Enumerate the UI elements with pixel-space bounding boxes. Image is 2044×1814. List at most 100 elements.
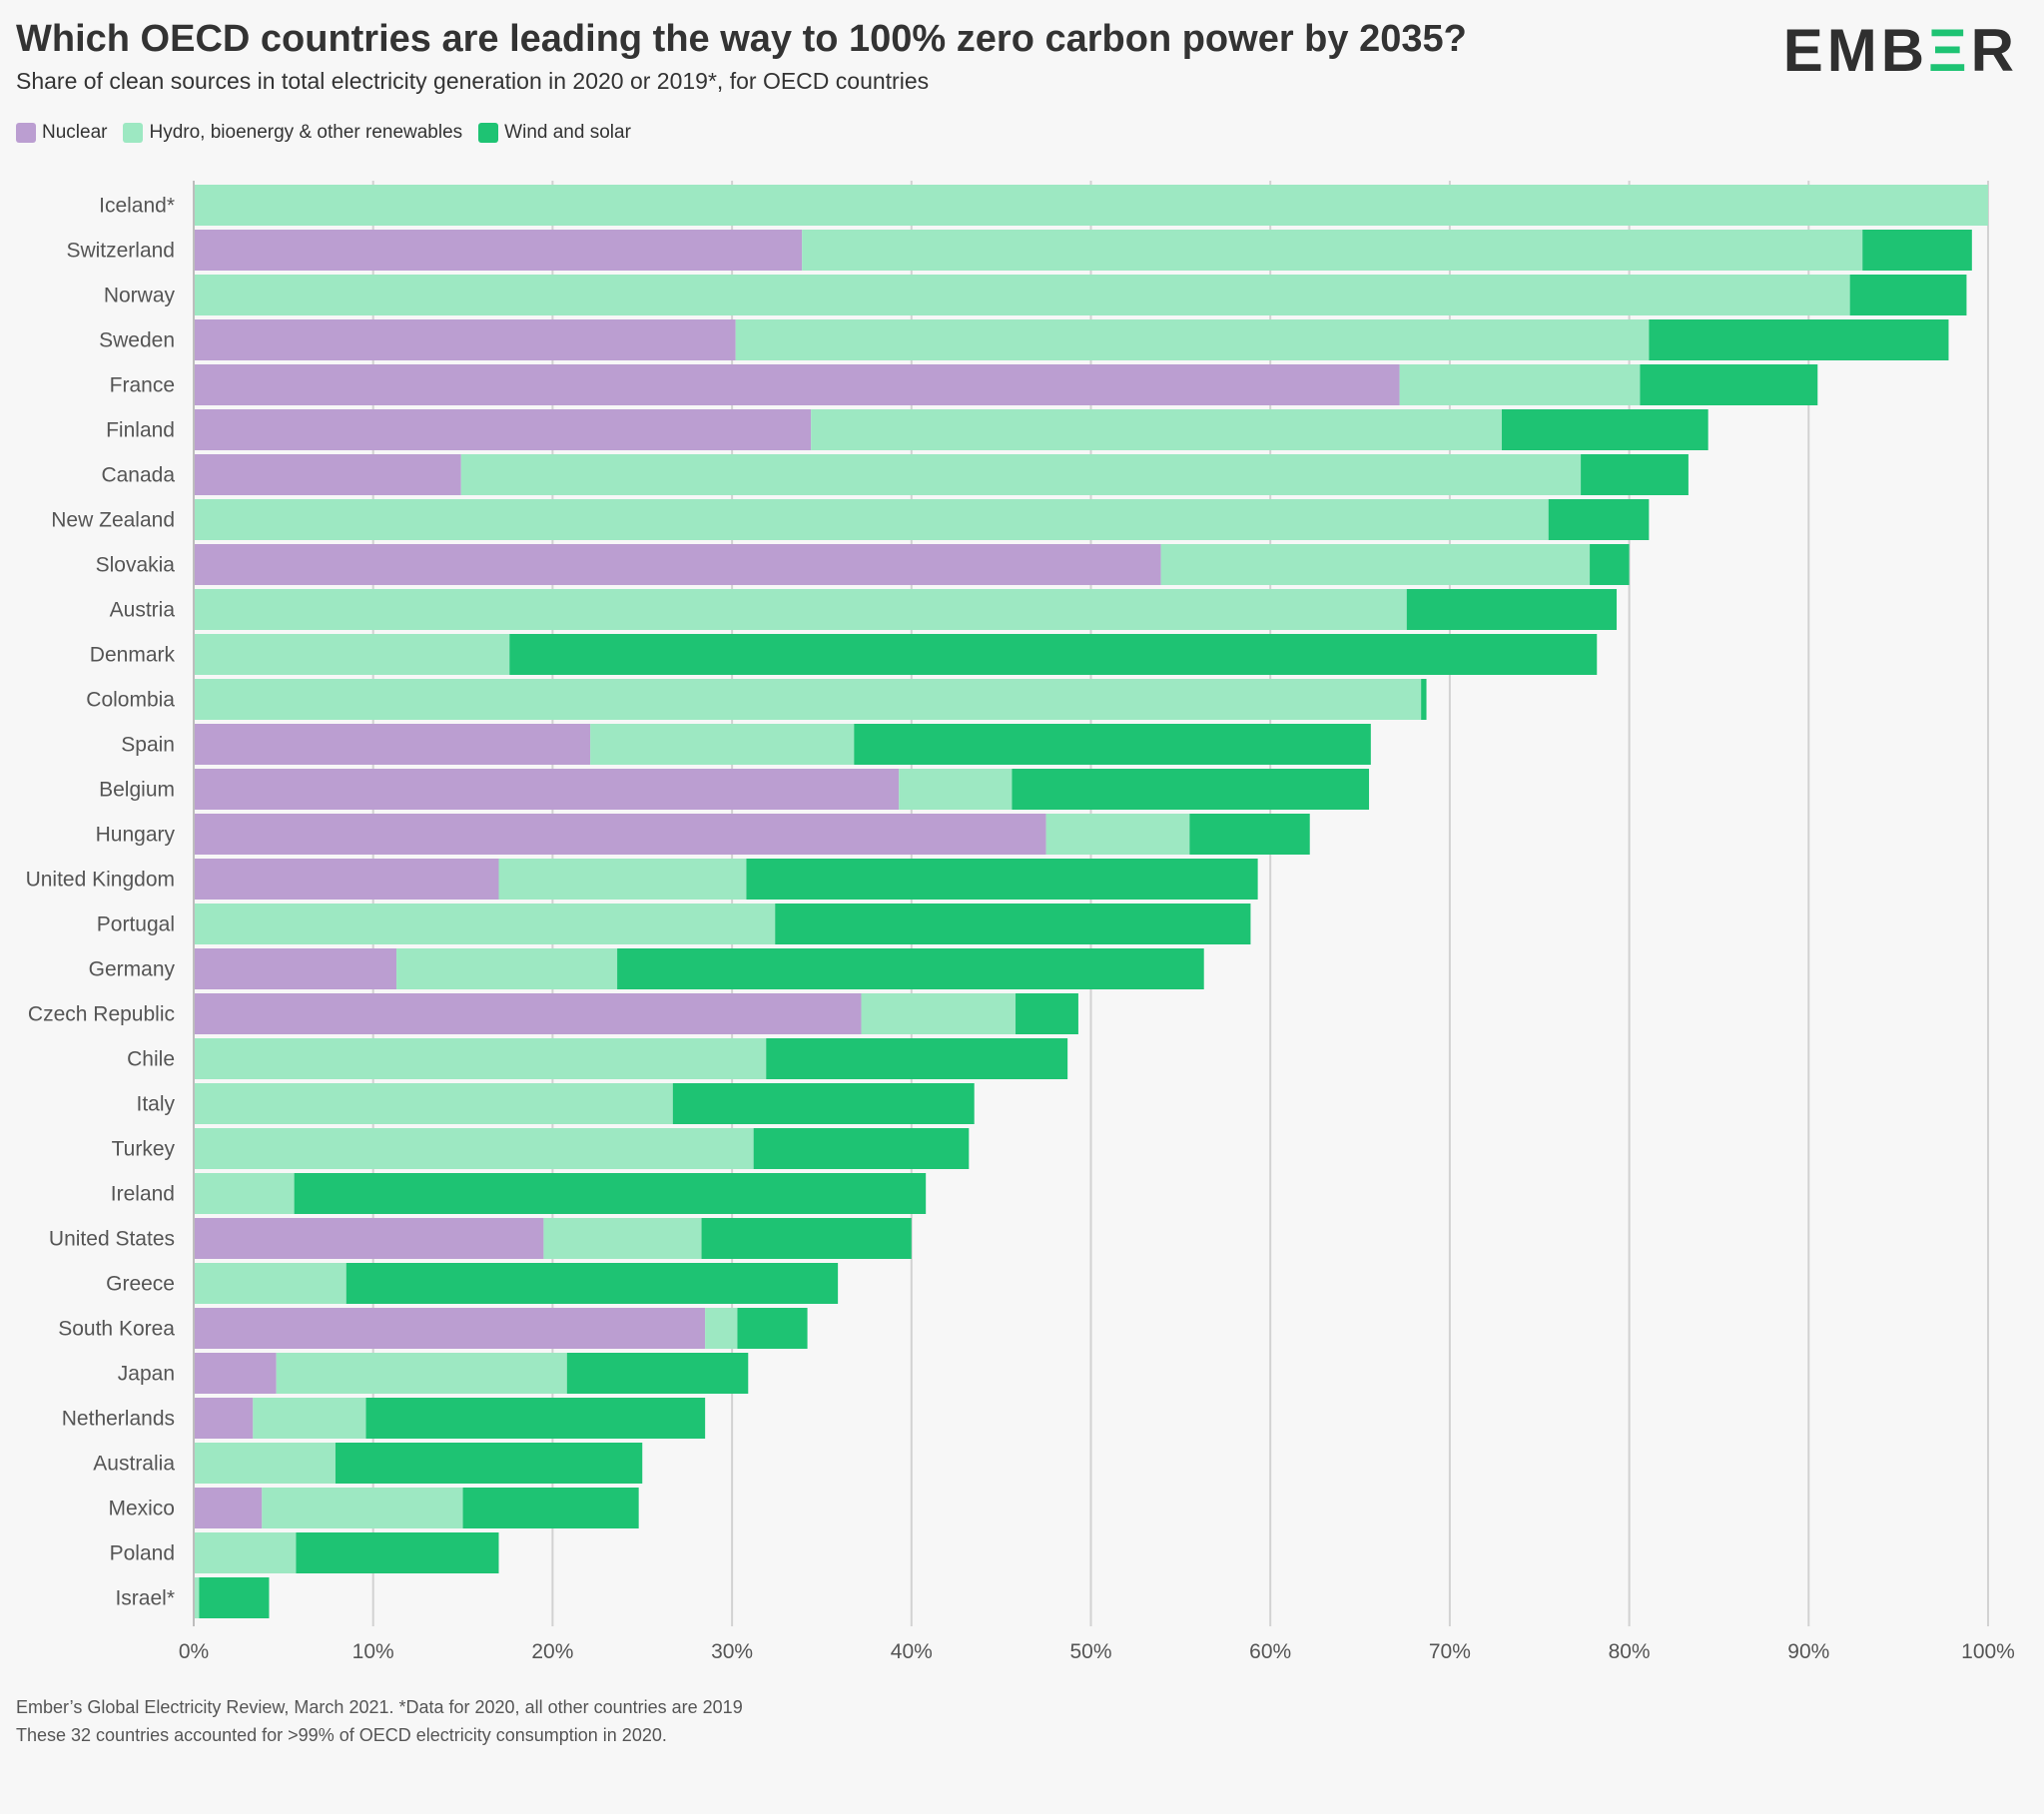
bar-segment <box>701 1218 912 1259</box>
ember-logo: EMBΞR <box>1783 16 2018 85</box>
category-label: Switzerland <box>66 240 175 263</box>
bar-segment <box>194 544 1161 585</box>
legend-label-nuclear: Nuclear <box>42 122 108 143</box>
bar-segment <box>617 948 1204 989</box>
bar-segment <box>194 1532 297 1573</box>
bar-segment <box>335 1443 643 1484</box>
bar-segment <box>735 319 1650 360</box>
category-label: Italy <box>136 1093 175 1116</box>
bar-segment <box>1862 230 1972 271</box>
chart-title: Which OECD countries are leading the way… <box>16 18 1467 60</box>
bar-segment <box>276 1353 567 1394</box>
category-label: Netherlands <box>62 1408 175 1431</box>
x-tick-label: 10% <box>352 1640 394 1663</box>
bar-segment <box>1502 409 1708 450</box>
legend-label-hydro: Hydro, bioenergy & other renewables <box>149 122 463 143</box>
category-label: Sweden <box>99 329 175 352</box>
category-label: New Zealand <box>51 509 175 532</box>
logo-accent: Ξ <box>1928 17 1971 84</box>
bar-segment <box>775 904 1251 944</box>
bar-segment <box>194 499 1549 540</box>
bar-segment <box>1189 814 1310 855</box>
bar-segment <box>194 409 812 450</box>
category-label: Australia <box>93 1453 175 1476</box>
bar-segment <box>194 319 736 360</box>
category-label: Hungary <box>96 824 176 847</box>
legend-swatch-hydro <box>123 123 144 143</box>
bar-segment <box>296 1532 499 1573</box>
category-label: Austria <box>110 599 176 622</box>
bar-segment <box>566 1353 749 1394</box>
category-label: Greece <box>106 1273 175 1296</box>
category-label: Belgium <box>99 779 175 802</box>
category-label: Iceland* <box>99 195 175 218</box>
category-label: Spain <box>121 734 175 757</box>
category-label: France <box>110 374 175 397</box>
bar-segment <box>1160 544 1591 585</box>
bar-segment <box>1421 679 1427 720</box>
bar-segment <box>194 589 1407 630</box>
category-label: United States <box>49 1228 175 1251</box>
bar-segment <box>1590 544 1630 585</box>
bar-segment <box>199 1577 270 1618</box>
bar-segment <box>498 859 747 900</box>
bar-segment <box>365 1398 706 1439</box>
bar-segment <box>194 993 862 1034</box>
bar-segment <box>194 1263 346 1304</box>
bar-segment <box>1849 275 1967 315</box>
footer-coverage-note: These 32 countries accounted for >99% of… <box>16 1725 667 1745</box>
category-label: South Korea <box>58 1318 175 1341</box>
bar-segment <box>194 859 499 900</box>
bar-segment <box>194 1128 754 1169</box>
bar-segment <box>1012 769 1370 810</box>
category-label: Norway <box>104 285 176 307</box>
stacked-bar-chart: 0% 10% 20% 30% 40% 50% 60% 70% 80% 90% 100% Iceland… <box>26 181 2015 1663</box>
bar-segment <box>194 230 803 271</box>
bar-segment <box>705 1308 738 1349</box>
bar-segment <box>590 724 855 765</box>
bar-segment <box>194 1308 706 1349</box>
bar-segment <box>194 454 461 495</box>
bar-segment <box>194 1218 544 1259</box>
legend-swatch-wind-solar <box>478 123 499 143</box>
x-tick-label: 40% <box>891 1640 933 1663</box>
bar-segment <box>194 904 776 944</box>
category-label: Poland <box>110 1542 175 1565</box>
category-label: Portugal <box>97 913 175 936</box>
bar-segment <box>672 1083 975 1124</box>
bar-segment <box>194 364 1400 405</box>
bar-segment <box>262 1488 463 1528</box>
bar-segment <box>194 1353 277 1394</box>
bar-segment <box>1548 499 1650 540</box>
category-label: Turkey <box>112 1138 176 1161</box>
chart-subtitle: Share of clean sources in total electric… <box>16 68 930 94</box>
bar-segment <box>509 634 1598 675</box>
chart-legend: Nuclear Hydro, bioenergy & other renewab… <box>16 122 637 144</box>
legend-label-wind-solar: Wind and solar <box>504 122 631 143</box>
category-label: Mexico <box>108 1498 175 1520</box>
logo-text-end: R <box>1970 17 2018 84</box>
bar-segment <box>194 185 1988 226</box>
bar-segment <box>854 724 1371 765</box>
category-label: Israel* <box>115 1587 175 1610</box>
bar-segment <box>462 1488 639 1528</box>
bar-segment <box>345 1263 839 1304</box>
category-label: Czech Republic <box>28 1003 175 1026</box>
bar-segment <box>861 993 1017 1034</box>
x-tick-label: 80% <box>1609 1640 1651 1663</box>
legend-item-nuclear: Nuclear <box>16 122 107 144</box>
category-label: Colombia <box>86 689 175 712</box>
bar-segment <box>753 1128 970 1169</box>
bar-segment <box>194 1443 336 1484</box>
x-tick-label: 70% <box>1429 1640 1471 1663</box>
bar-segment <box>194 948 397 989</box>
bar-segment <box>194 1398 254 1439</box>
bar-segment <box>194 724 591 765</box>
category-label: Slovakia <box>96 554 176 577</box>
bar-segment <box>811 409 1503 450</box>
category-label: Japan <box>118 1363 175 1386</box>
bar-segment <box>1016 993 1078 1034</box>
bar-segment <box>396 948 618 989</box>
category-label: Denmark <box>90 644 176 667</box>
bar-segment <box>1399 364 1641 405</box>
